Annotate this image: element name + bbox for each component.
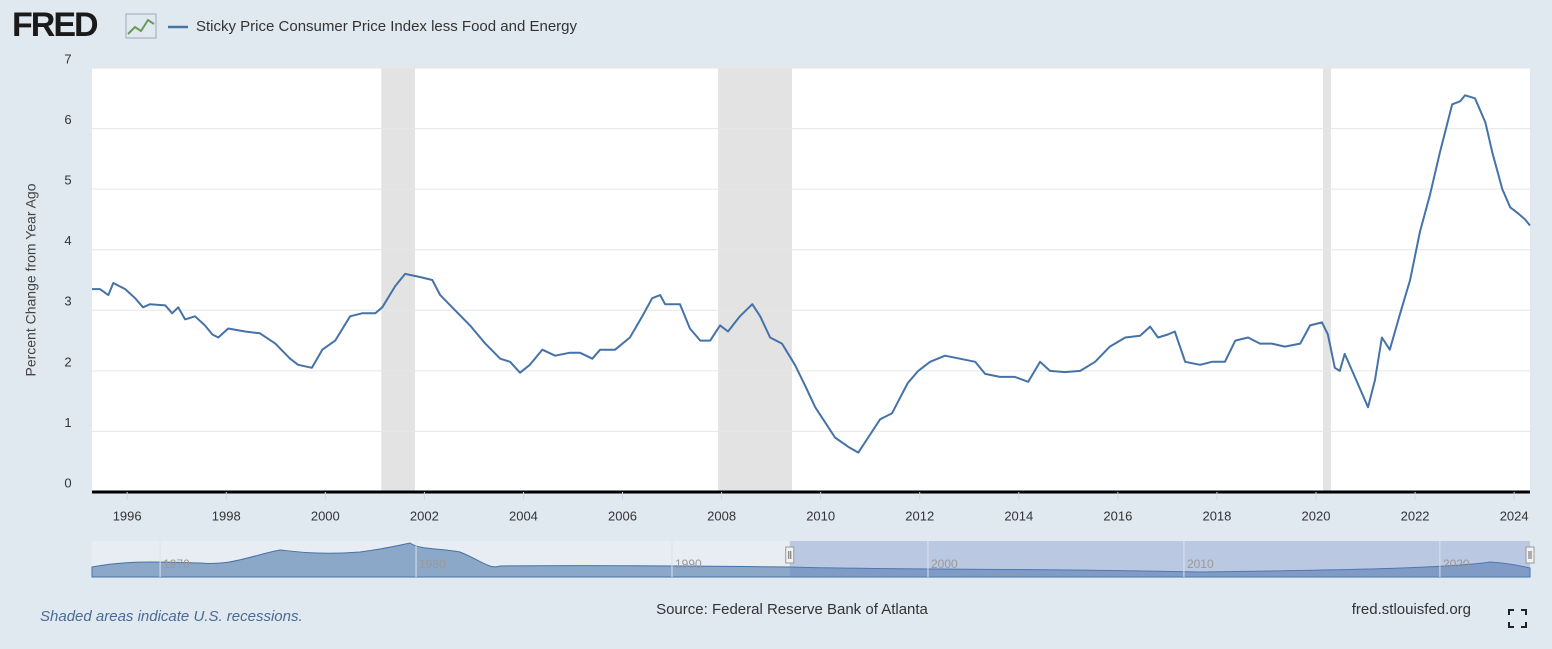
- navigator-series: [91, 542, 1531, 578]
- navigator-tick-label: 1980: [419, 557, 446, 571]
- legend-label: Sticky Price Consumer Price Index less F…: [196, 18, 577, 35]
- site-link[interactable]: fred.stlouisfed.org: [1352, 601, 1471, 618]
- y-tick-label: 5: [64, 173, 71, 188]
- navigator-tick-label: 1990: [675, 557, 702, 571]
- y-tick-label: 3: [64, 294, 71, 309]
- navigator-handle[interactable]: [1525, 546, 1535, 564]
- recession-note: Shaded areas indicate U.S. recessions.: [40, 608, 303, 625]
- x-tick-label: 2012: [905, 508, 934, 523]
- x-tick-label: 2002: [410, 508, 439, 523]
- fullscreen-button[interactable]: [1508, 609, 1527, 628]
- logo: FRED: [12, 6, 98, 44]
- y-tick-label: 6: [64, 112, 71, 127]
- x-tick-label: 2024: [1500, 508, 1529, 523]
- series-line: [92, 94, 1531, 454]
- navigator-handle[interactable]: [785, 546, 795, 564]
- x-tick-label: 2014: [1004, 508, 1033, 523]
- x-tick-label: 2020: [1302, 508, 1331, 523]
- navigator-tick-label: 2020: [1443, 557, 1470, 571]
- logo-icon: [125, 13, 157, 39]
- x-tick-label: 2016: [1103, 508, 1132, 523]
- x-tick-label: 2018: [1202, 508, 1231, 523]
- source: Source: Federal Reserve Bank of Atlanta: [656, 601, 928, 618]
- x-tick-label: 1998: [212, 508, 241, 523]
- x-tick-label: 2000: [311, 508, 340, 523]
- navigator-selection: [789, 541, 1530, 577]
- navigator-tick-label: 1970: [163, 557, 190, 571]
- y-tick-label: 2: [64, 354, 71, 369]
- x-tick-label: 2004: [509, 508, 538, 523]
- recession-band: [1322, 68, 1331, 492]
- plot-area: [92, 68, 1530, 492]
- y-tick-label: 7: [64, 51, 71, 66]
- navigator-tick-label: 2000: [931, 557, 958, 571]
- recession-band: [718, 68, 792, 492]
- x-tick-label: 2006: [608, 508, 637, 523]
- y-tick-label: 4: [64, 233, 71, 248]
- x-tick-label: 2008: [707, 508, 736, 523]
- recession-band: [381, 68, 415, 492]
- y-tick-label: 0: [64, 475, 71, 490]
- x-tick-label: 2022: [1401, 508, 1430, 523]
- y-axis-label: Percent Change from Year Ago: [23, 183, 39, 376]
- y-tick-label: 1: [64, 415, 71, 430]
- navigator-tick-label: 2010: [1187, 557, 1214, 571]
- x-tick-label: 2010: [806, 508, 835, 523]
- x-tick-label: 1996: [113, 508, 142, 523]
